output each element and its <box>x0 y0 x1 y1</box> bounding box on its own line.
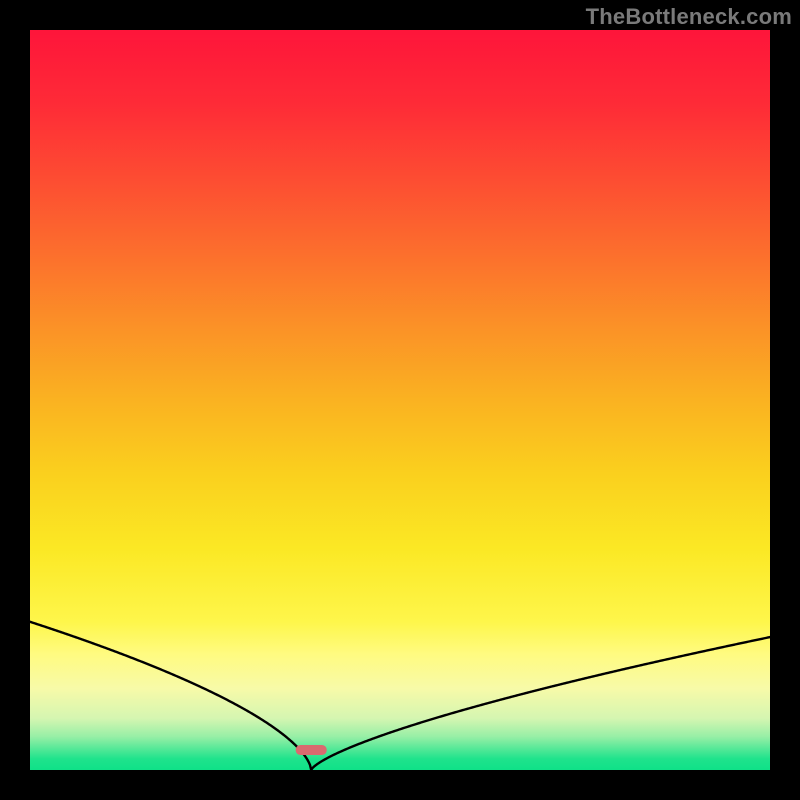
gradient-background <box>30 30 770 770</box>
plot-area <box>30 30 770 770</box>
optimum-marker <box>296 745 327 755</box>
watermark-text: TheBottleneck.com <box>586 4 792 30</box>
figure-container: TheBottleneck.com <box>0 0 800 800</box>
chart-svg <box>30 30 770 770</box>
